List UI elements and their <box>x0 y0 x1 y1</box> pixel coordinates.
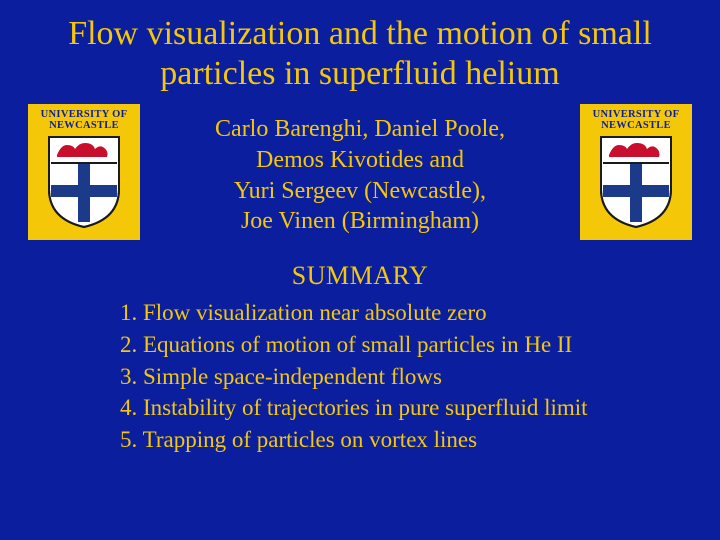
authors-block: Carlo Barenghi, Daniel Poole, Demos Kivo… <box>150 104 570 237</box>
summary-item: 1. Flow visualization near absolute zero <box>120 297 698 329</box>
author-line: Joe Vinen (Birmingham) <box>150 206 570 237</box>
author-line: Yuri Sergeev (Newcastle), <box>150 176 570 207</box>
mid-row: UNIVERSITY OF NEWCASTLE UNIVERSITY OF NE… <box>22 104 698 237</box>
shield-icon <box>45 135 123 229</box>
crest-label: UNIVERSITY OF NEWCASTLE <box>593 109 680 131</box>
shield-icon <box>597 135 675 229</box>
author-line: Carlo Barenghi, Daniel Poole, <box>150 114 570 145</box>
crest-line2: NEWCASTLE <box>49 120 119 131</box>
summary-list: 1. Flow visualization near absolute zero… <box>120 297 698 456</box>
crest-line1: UNIVERSITY OF <box>41 109 128 120</box>
slide: Flow visualization and the motion of sma… <box>0 0 720 540</box>
crest-label: UNIVERSITY OF NEWCASTLE <box>41 109 128 131</box>
university-crest-left: UNIVERSITY OF NEWCASTLE <box>28 104 140 240</box>
author-line: Demos Kivotides and <box>150 145 570 176</box>
university-crest-right: UNIVERSITY OF NEWCASTLE <box>580 104 692 240</box>
summary-item: 3. Simple space-independent flows <box>120 361 698 393</box>
summary-item: 2. Equations of motion of small particle… <box>120 329 698 361</box>
summary-heading: SUMMARY <box>22 261 698 291</box>
summary-item: 4. Instability of trajectories in pure s… <box>120 392 698 424</box>
slide-title: Flow visualization and the motion of sma… <box>22 14 698 94</box>
crest-line2: NEWCASTLE <box>601 120 671 131</box>
summary-item: 5. Trapping of particles on vortex lines <box>120 424 698 456</box>
crest-line1: UNIVERSITY OF <box>593 109 680 120</box>
